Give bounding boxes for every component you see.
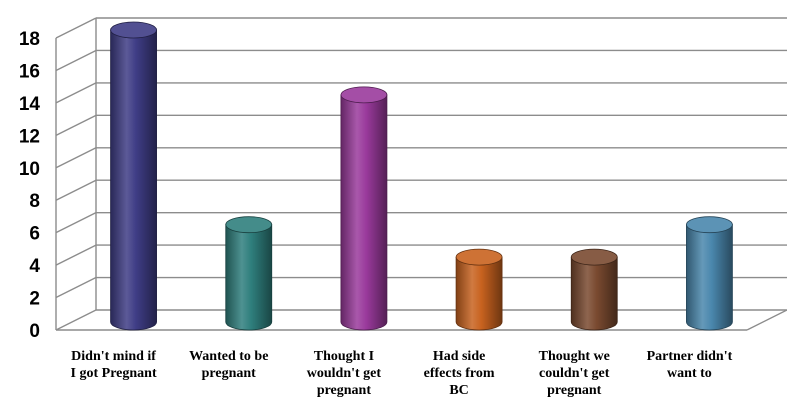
y-axis: 0 2 4 6 8 10 12 14 16 18: [19, 29, 41, 342]
gridlines: [55, 17, 787, 331]
y-tick-label: 6: [29, 224, 40, 245]
x-category-label: Didn't mind if I got Pregnant: [71, 349, 157, 381]
bar-body: [570, 256, 618, 331]
bar-top: [686, 216, 733, 234]
chart-walls: [55, 18, 787, 331]
gridline-side: [55, 212, 97, 234]
gridline-side: [55, 114, 97, 136]
gridline-side: [55, 17, 97, 39]
gridline-side: [55, 309, 97, 331]
floor-right-edge: [746, 309, 787, 331]
y-tick-label: 18: [19, 29, 40, 50]
y-tick-label: 10: [19, 159, 40, 180]
gridline-side: [55, 276, 97, 299]
bars: [110, 21, 733, 331]
bar: [570, 248, 618, 331]
gridline-side: [55, 179, 97, 201]
y-tick-label: 14: [19, 94, 41, 115]
bar-body: [110, 29, 157, 331]
bar-top: [570, 248, 618, 266]
bar-body: [225, 224, 273, 331]
y-tick-label: 2: [29, 289, 40, 310]
x-category-label: Thought we couldn't get pregnant: [539, 349, 610, 398]
bar-body: [686, 224, 733, 331]
x-category-label: Partner didn't want to: [647, 349, 733, 381]
bar: [225, 216, 273, 331]
x-axis: Didn't mind if I got Pregnant Wanted to be…: [71, 349, 733, 398]
bar-top: [110, 21, 157, 39]
bar-top: [225, 216, 273, 234]
y-tick-label: 0: [29, 321, 40, 342]
x-category-label: Wanted to be pregnant: [189, 349, 268, 381]
y-tick-label: 16: [19, 61, 40, 82]
gridline-side: [55, 147, 97, 169]
bar-top: [340, 86, 388, 104]
gridline-side: [55, 49, 97, 72]
bar-body: [455, 256, 503, 331]
gridline-side: [55, 244, 97, 266]
bar: [686, 216, 733, 331]
gridline-side: [55, 82, 97, 104]
bar-top: [455, 248, 503, 266]
y-tick-label: 4: [29, 256, 40, 277]
bar-body: [340, 94, 388, 331]
x-category-label: Had side effects from BC: [424, 349, 495, 398]
y-tick-label: 8: [29, 191, 40, 212]
bar: [110, 21, 157, 331]
bar: [455, 248, 503, 331]
bar: [340, 86, 388, 331]
y-tick-label: 12: [19, 126, 40, 147]
